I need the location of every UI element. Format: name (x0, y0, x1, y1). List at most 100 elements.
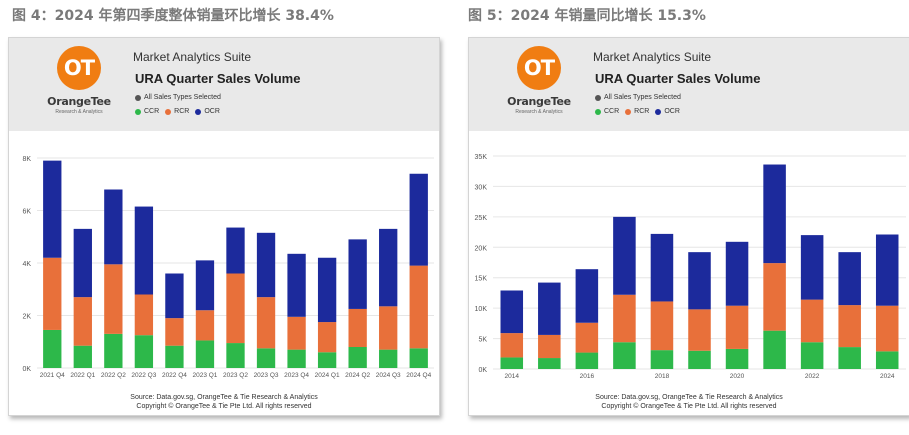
bar-segment-rcr[interactable] (838, 305, 861, 348)
bar-segment-ocr[interactable] (875, 234, 899, 306)
bar-segment-ccr[interactable] (43, 329, 62, 368)
bar-segment-ccr[interactable] (348, 347, 367, 368)
bar-segment-ocr[interactable] (650, 233, 674, 302)
bar-segment-ocr[interactable] (73, 228, 92, 298)
bar-segment-ccr[interactable] (317, 352, 337, 368)
bar-segment-ccr[interactable] (165, 345, 184, 368)
bar-segment-ccr[interactable] (104, 333, 123, 368)
bar-segment-ccr[interactable] (650, 350, 674, 369)
logo-mark: OT (517, 46, 561, 90)
bar-segment-ocr[interactable] (575, 269, 599, 323)
bar-segment-rcr[interactable] (763, 263, 786, 331)
legend-label: CCR (144, 108, 160, 115)
bar-segment-ocr[interactable] (226, 227, 245, 274)
bar-segment-ccr[interactable] (500, 357, 524, 369)
bar-segment-rcr[interactable] (500, 333, 524, 358)
filter-indicator[interactable]: All Sales Types Selected (135, 94, 221, 101)
bar-segment-ccr[interactable] (575, 352, 599, 369)
bar-segment-ocr[interactable] (134, 206, 154, 295)
bar-segment-ocr[interactable] (348, 239, 367, 309)
bar-segment-ccr[interactable] (73, 345, 92, 368)
bar-segment-ccr[interactable] (226, 343, 245, 368)
bar-segment-ocr[interactable] (287, 253, 306, 317)
bar-segment-ccr[interactable] (875, 351, 899, 369)
bar-segment-ccr[interactable] (688, 350, 711, 369)
y-tick-label: 20K (475, 245, 488, 252)
y-tick-label: 30K (475, 184, 488, 191)
bar-segment-rcr[interactable] (875, 305, 899, 352)
bar-segment-ocr[interactable] (104, 189, 123, 265)
bar-segment-rcr[interactable] (613, 294, 636, 343)
bar-segment-rcr[interactable] (379, 306, 398, 350)
bar-segment-rcr[interactable] (650, 301, 674, 351)
bar-segment-rcr[interactable] (226, 273, 245, 344)
bar-segment-ccr[interactable] (409, 348, 428, 368)
filter-indicator[interactable]: All Sales Types Selected (595, 94, 681, 101)
legend-item-ccr[interactable]: CCR (135, 108, 159, 115)
bar-segment-rcr[interactable] (800, 299, 824, 343)
bar-segment-rcr[interactable] (43, 257, 62, 330)
bar-segment-ccr[interactable] (379, 349, 398, 368)
bar-segment-rcr[interactable] (538, 334, 561, 359)
bar-segment-ocr[interactable] (838, 252, 861, 306)
bar-segment-ocr[interactable] (195, 260, 215, 311)
bar-segment-rcr[interactable] (195, 310, 215, 341)
bar-segment-rcr[interactable] (73, 297, 92, 346)
y-tick-label: 10K (475, 306, 488, 313)
bar-segment-rcr[interactable] (165, 318, 184, 346)
bar-segment-ccr[interactable] (613, 342, 636, 369)
x-tick-label: 2022 (805, 373, 820, 380)
bar-segment-ocr[interactable] (500, 290, 524, 334)
legend-dot-icon (165, 108, 172, 115)
bar-segment-ccr[interactable] (538, 358, 561, 369)
x-tick-label: 2022 Q2 (101, 372, 126, 379)
chart-title: URA Quarter Sales Volume (135, 71, 301, 86)
bar-segment-ccr[interactable] (287, 349, 306, 368)
bar-segment-ocr[interactable] (763, 164, 786, 264)
legend-item-ccr[interactable]: CCR (595, 108, 619, 115)
legend-item-rcr[interactable]: RCR (625, 108, 649, 115)
bar-segment-ocr[interactable] (409, 173, 428, 266)
bar-segment-ocr[interactable] (256, 232, 276, 298)
legend-dot-icon (655, 108, 662, 115)
bar-segment-ocr[interactable] (613, 216, 636, 295)
bar-segment-ccr[interactable] (763, 330, 786, 369)
bar-segment-ocr[interactable] (538, 282, 561, 335)
orangetee-logo: OT OrangeTee Research & Analytics (39, 46, 119, 115)
bar-segment-ocr[interactable] (800, 235, 824, 300)
bar-segment-rcr[interactable] (348, 308, 367, 347)
legend-item-ocr[interactable]: OCR (195, 108, 220, 115)
bar-segment-ocr[interactable] (317, 257, 337, 323)
bar-segment-ccr[interactable] (800, 342, 824, 369)
x-tick-label: 2023 Q4 (284, 372, 309, 379)
legend-label: CCR (604, 108, 620, 115)
y-tick-label: 5K (478, 337, 487, 344)
bar-segment-ccr[interactable] (838, 347, 861, 369)
bar-segment-ocr[interactable] (688, 252, 711, 310)
figure-caption-left: 图 4：2024 年第四季度整体销量环比增长 38.4% (12, 8, 334, 24)
orangetee-logo: OT OrangeTee Research & Analytics (499, 46, 579, 115)
x-tick-label: 2023 Q2 (223, 372, 248, 379)
legend-item-ocr[interactable]: OCR (655, 108, 680, 115)
bar-segment-ocr[interactable] (165, 273, 184, 319)
legend-item-rcr[interactable]: RCR (165, 108, 189, 115)
bar-segment-rcr[interactable] (134, 294, 154, 336)
bar-segment-rcr[interactable] (409, 265, 428, 349)
bar-segment-ccr[interactable] (134, 335, 154, 368)
bar-segment-ccr[interactable] (725, 348, 749, 369)
bar-segment-ocr[interactable] (43, 160, 62, 258)
bar-segment-rcr[interactable] (256, 297, 276, 349)
bar-segment-rcr[interactable] (688, 309, 711, 351)
x-tick-label: 2022 Q4 (162, 372, 187, 379)
bar-segment-rcr[interactable] (104, 264, 123, 334)
bar-segment-ccr[interactable] (256, 348, 276, 368)
x-tick-label: 2024 Q1 (315, 372, 340, 379)
bar-segment-rcr[interactable] (575, 322, 599, 353)
x-tick-label: 2024 Q3 (376, 372, 401, 379)
bar-segment-rcr[interactable] (725, 305, 749, 349)
bar-segment-rcr[interactable] (317, 322, 337, 353)
bar-segment-rcr[interactable] (287, 316, 306, 350)
bar-segment-ocr[interactable] (725, 241, 749, 306)
bar-segment-ccr[interactable] (195, 340, 215, 368)
bar-segment-ocr[interactable] (379, 228, 398, 307)
